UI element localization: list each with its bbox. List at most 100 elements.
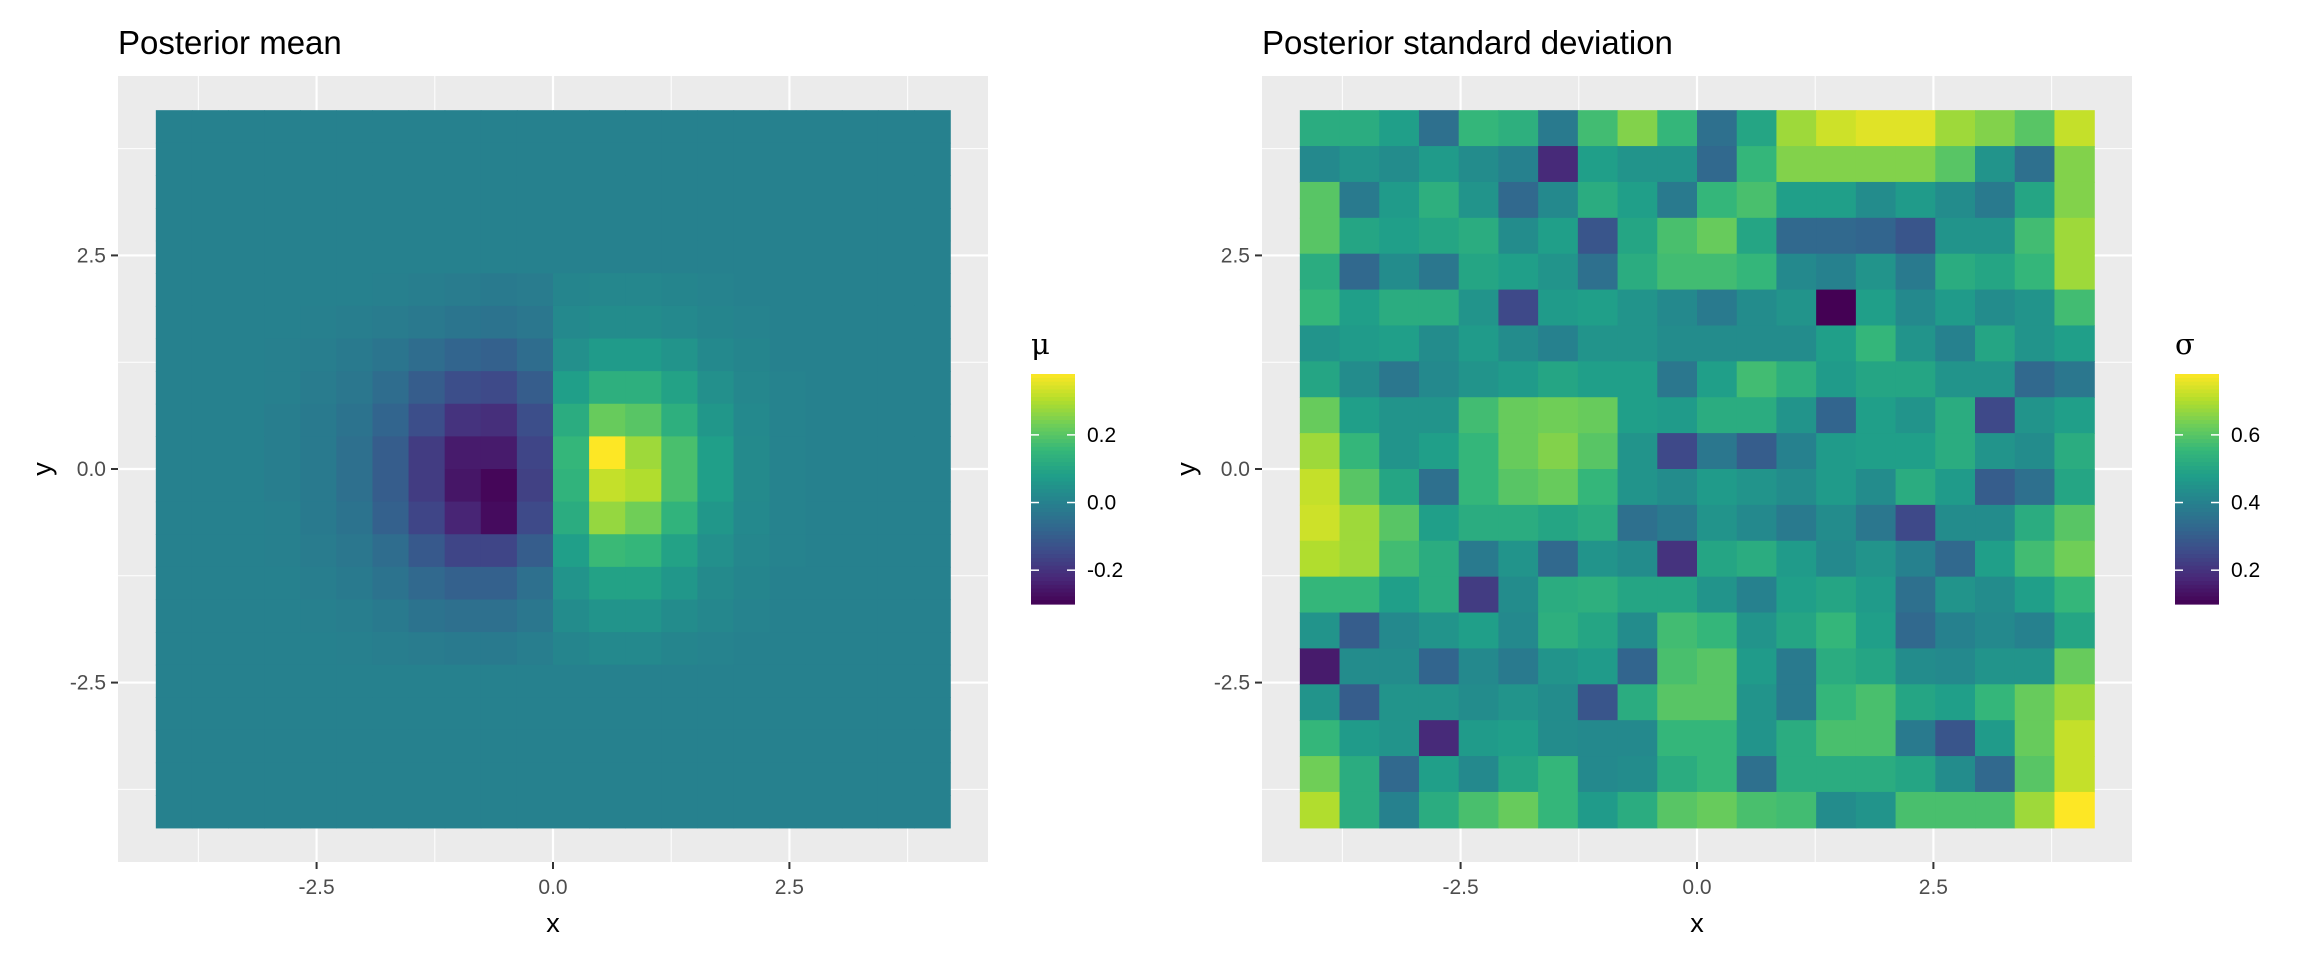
legend-colorbar-segment (1031, 588, 1075, 594)
heatmap-tile (877, 795, 915, 829)
heatmap-tile (372, 175, 410, 209)
heatmap-tile (480, 240, 518, 274)
heatmap-tile (1776, 756, 1817, 793)
legend-colorbar-segment (1031, 542, 1075, 548)
heatmap-tile (589, 175, 626, 209)
heatmap-tile (1657, 397, 1698, 434)
heatmap-tile (155, 795, 193, 829)
heatmap-tile (264, 469, 301, 503)
heatmap-tile (264, 795, 301, 829)
legend-colorbar-segment (1031, 500, 1075, 505)
heatmap-tile (1458, 181, 1500, 219)
heatmap-tile (1617, 181, 1658, 219)
heatmap-tile (625, 403, 662, 437)
legend-colorbar-segment (1031, 581, 1075, 586)
heatmap-tile (191, 273, 229, 307)
heatmap-tile (2054, 756, 2095, 793)
heatmap-tile (336, 729, 374, 764)
heatmap-tile (264, 534, 301, 568)
heatmap-tile (264, 501, 301, 535)
heatmap-tile (1935, 791, 1976, 829)
heatmap-tile (1418, 756, 1460, 793)
heatmap-tile (1697, 540, 1738, 578)
heatmap-tile (769, 142, 807, 177)
heatmap-tile (336, 762, 374, 796)
heatmap-tile (877, 534, 915, 568)
heatmap-tile (2054, 684, 2095, 721)
y-tick-label: -2.5 (70, 672, 106, 695)
heatmap-tile (191, 795, 229, 829)
heatmap-tile (1816, 791, 1857, 829)
heatmap-tile (914, 436, 951, 470)
heatmap-tile (1299, 504, 1341, 542)
legend-colorbar-segment (1031, 489, 1075, 494)
heatmap-tile (372, 762, 410, 796)
heatmap-tile (1538, 325, 1579, 362)
legend-colorbar-segment (2175, 446, 2219, 452)
heatmap-tile (1816, 289, 1857, 327)
heatmap-tile (516, 534, 554, 568)
heatmap-tile (661, 142, 699, 177)
heatmap-tile (336, 240, 374, 274)
heatmap-tile (516, 338, 554, 372)
legend-colorbar-segment (2175, 469, 2219, 475)
heatmap-tile (408, 632, 446, 666)
heatmap-tile (516, 762, 554, 796)
heatmap-tile (697, 501, 735, 535)
heatmap-tile (1339, 289, 1380, 327)
heatmap-tile (444, 208, 482, 242)
heatmap-tile (1975, 576, 2016, 614)
heatmap-tile (228, 175, 265, 209)
heatmap-tile (769, 697, 807, 731)
heatmap-tile (1855, 110, 1897, 147)
heatmap-tile (336, 469, 374, 503)
heatmap-tile (2054, 504, 2095, 542)
heatmap-tile (914, 142, 951, 177)
heatmap-tile (1975, 181, 2016, 219)
heatmap-tile (661, 566, 699, 601)
heatmap-tile (1657, 253, 1698, 291)
heatmap-tile (877, 599, 915, 633)
heatmap-tile (769, 273, 807, 307)
heatmap-tile (1458, 469, 1500, 506)
heatmap-tile (589, 795, 626, 829)
heatmap-tile (877, 403, 915, 437)
heatmap-tile (1776, 684, 1817, 721)
heatmap-tile (2014, 576, 2056, 614)
heatmap-tile (516, 208, 554, 242)
heatmap-tile (1855, 540, 1897, 578)
y-axis-title: y (1171, 462, 1201, 476)
heatmap-tile (1379, 791, 1420, 829)
heatmap-tile (1816, 110, 1857, 147)
heatmap-tile (516, 240, 554, 274)
heatmap-tile (661, 110, 699, 144)
heatmap-tile (264, 273, 301, 307)
legend-colorbar-segment (1031, 477, 1075, 482)
heatmap-tile (1299, 469, 1341, 506)
legend-title: σ (2175, 327, 2195, 361)
heatmap-tile (1617, 325, 1658, 362)
heatmap-tile (2014, 756, 2056, 793)
heatmap-tile (408, 729, 446, 764)
heatmap-tile (2054, 433, 2095, 470)
heatmap-tile (625, 599, 662, 633)
heatmap-tile (661, 762, 699, 796)
heatmap-tile (1657, 504, 1698, 542)
x-axis-title: x (546, 908, 560, 938)
x-axis-title: x (1690, 908, 1704, 938)
heatmap-tile (1697, 504, 1738, 542)
heatmap-tile (1935, 684, 1976, 721)
heatmap-tile (155, 403, 193, 437)
heatmap-tile (444, 142, 482, 177)
legend-colorbar-segment (2175, 489, 2219, 494)
heatmap-tile (1339, 253, 1380, 291)
heatmap-tile (914, 795, 951, 829)
heatmap-tile (191, 175, 229, 209)
legend-colorbar-segment (1031, 550, 1075, 555)
heatmap-tile (733, 501, 771, 535)
legend-colorbar-segment (2175, 508, 2219, 513)
heatmap-tile (661, 534, 699, 568)
heatmap-tile (841, 436, 879, 470)
heatmap-tile (589, 729, 626, 764)
heatmap-tile (300, 305, 337, 340)
